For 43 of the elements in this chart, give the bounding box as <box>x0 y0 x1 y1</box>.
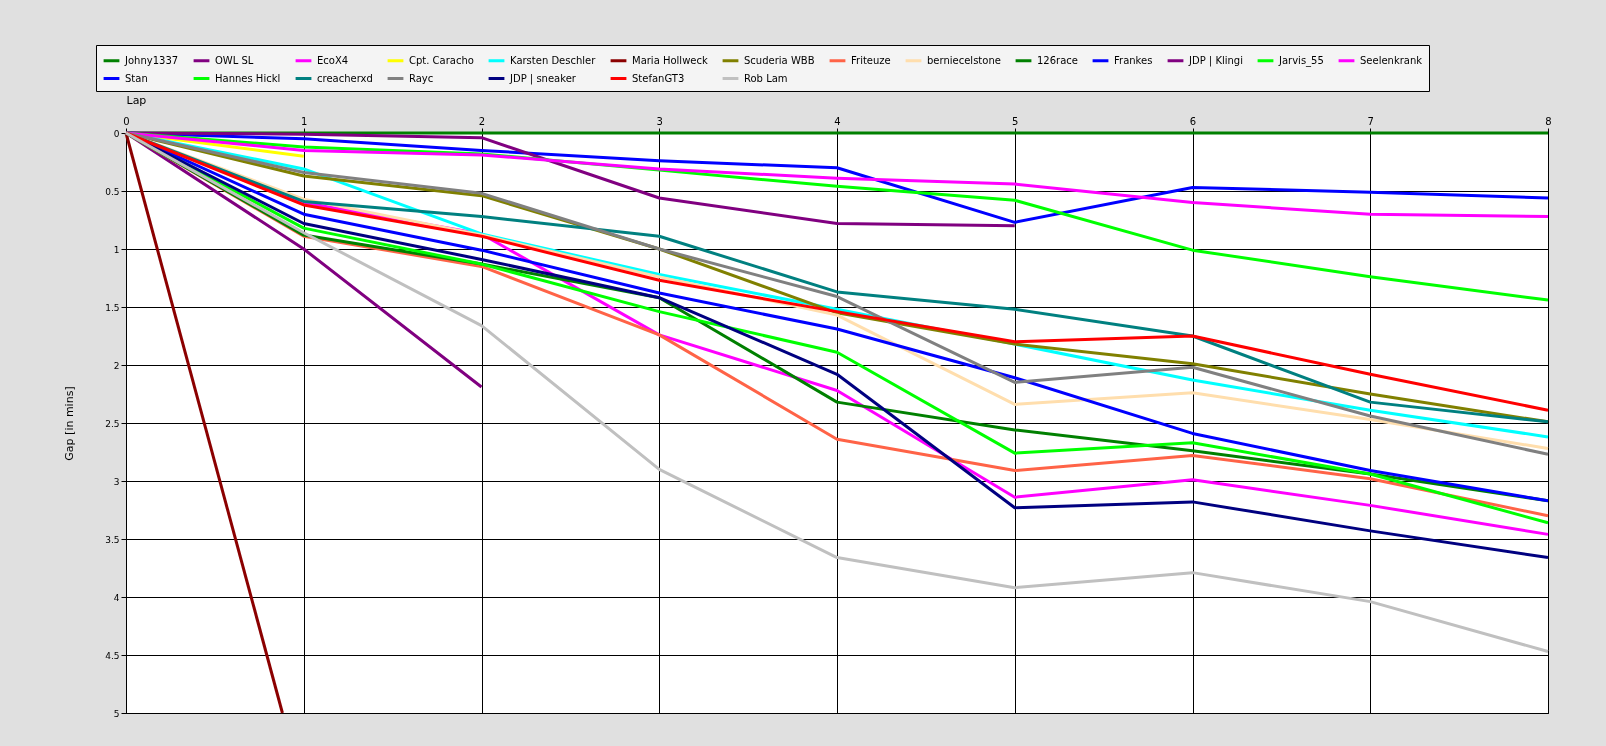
legend-label: EcoX4 <box>317 54 349 66</box>
x-tick-label: 0 <box>123 115 130 127</box>
y-tick-label: 0 <box>113 128 120 139</box>
legend-label: StefanGT3 <box>632 72 685 84</box>
legend-label: Rayc <box>409 72 434 84</box>
y-tick-label: 3 <box>113 476 120 487</box>
x-tick-label: 4 <box>834 115 841 127</box>
legend-label: 126race <box>1037 54 1078 66</box>
y-tick-label: 3.5 <box>105 534 120 545</box>
legend-label: JDP | Klingi <box>1188 54 1243 67</box>
x-tick-label: 7 <box>1367 115 1374 127</box>
legend-label: Johny1337 <box>124 54 179 66</box>
legend-label: Seelenkrank <box>1360 54 1423 66</box>
y-axis-title: Gap [in mins] <box>63 386 77 461</box>
y-tick-label: 1.5 <box>105 302 120 313</box>
x-tick-label: 8 <box>1545 115 1552 127</box>
x-axis-title: Lap <box>126 93 147 107</box>
legend-label: Friteuze <box>851 54 891 66</box>
y-tick-label: 2.5 <box>105 418 120 429</box>
legend-label: Frankes <box>1114 54 1153 66</box>
legend-label: Rob Lam <box>744 72 788 84</box>
legend-label: Jarvis_55 <box>1278 54 1324 67</box>
legend-label: OWL SL <box>215 54 254 66</box>
x-tick-label: 1 <box>301 115 308 127</box>
legend-label: Scuderia WBB <box>744 54 815 66</box>
legend-label: Maria Hollweck <box>632 54 708 66</box>
legend-label: Stan <box>125 72 148 84</box>
x-tick-label: 5 <box>1012 115 1019 127</box>
x-tick-label: 2 <box>478 115 486 127</box>
legend-label: berniecelstone <box>927 54 1001 66</box>
legend-label: Hannes Hickl <box>215 72 281 84</box>
y-tick-label: 4.5 <box>105 650 120 661</box>
legend-label: creacherxd <box>317 72 373 84</box>
legend-label: JDP | sneaker <box>509 72 577 85</box>
y-tick-label: 1 <box>113 244 120 255</box>
y-tick-label: 5 <box>113 708 120 719</box>
y-tick-label: 2 <box>113 360 120 371</box>
x-tick-label: 3 <box>656 115 663 127</box>
y-tick-label: 0.5 <box>105 186 120 197</box>
legend-label: Karsten Deschler <box>510 54 597 66</box>
legend-label: Cpt. Caracho <box>409 54 474 66</box>
x-tick-label: 6 <box>1189 115 1197 127</box>
y-tick-label: 4 <box>113 592 120 603</box>
